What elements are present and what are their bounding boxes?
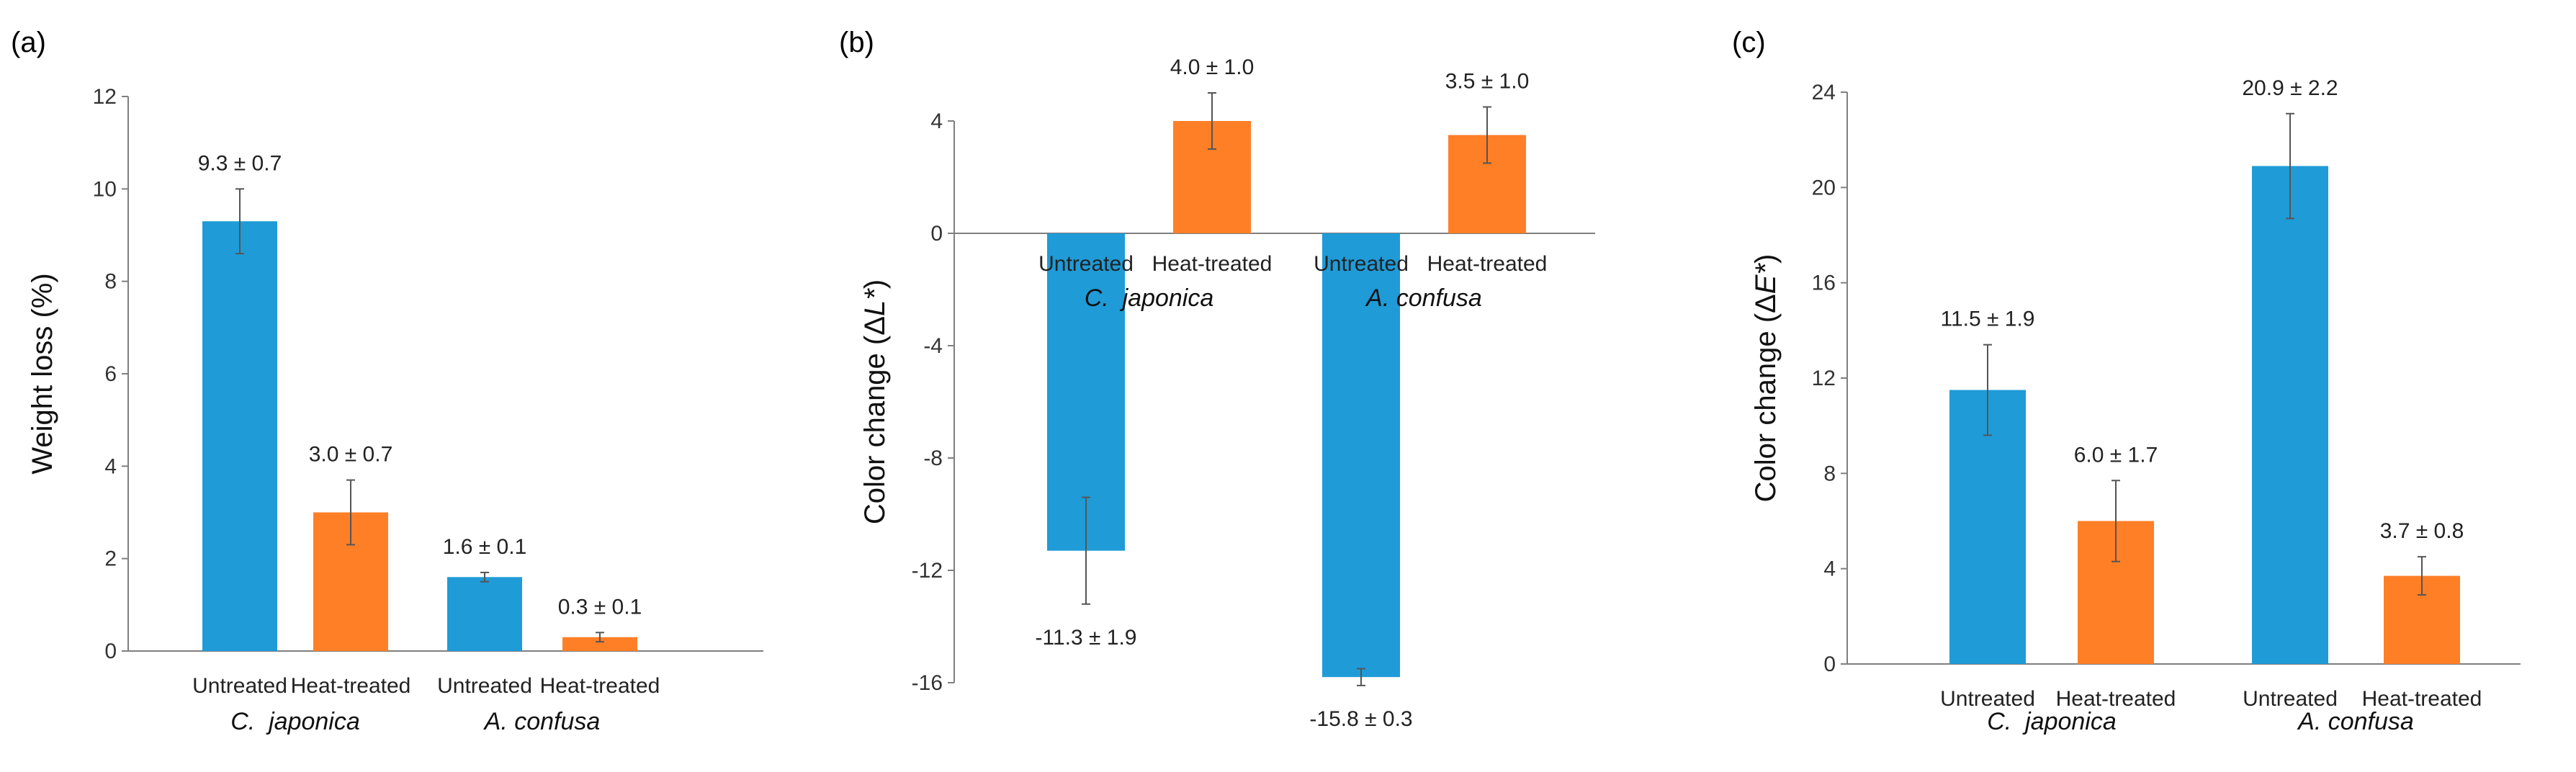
data-label: 4.0 ± 1.0	[1170, 55, 1255, 79]
x-tick-label: Untreated	[2243, 687, 2338, 711]
y-tick-label: 4	[104, 454, 117, 478]
data-label: 11.5 ± 1.9	[1940, 308, 2034, 331]
error-bar	[1983, 344, 1992, 436]
x-tick-label: Heat-treated	[2056, 687, 2176, 711]
data-label: 3.0 ± 0.7	[309, 443, 393, 467]
error-bar	[1483, 106, 1491, 164]
data-label: 3.7 ± 0.8	[2380, 519, 2464, 543]
y-tick-label: -4	[923, 334, 943, 358]
panel-b: (b) Color change (ΔL*) -16 -12 -8 -4 0 4 -11.3 ±…	[839, 27, 1595, 731]
x-tick-label: Untreated	[192, 674, 287, 698]
y-tick-label: -12	[912, 559, 943, 583]
y-tick-label: 4	[1823, 557, 1836, 581]
group-label: C. japonica	[1085, 284, 1214, 312]
group-label: A. confusa	[1365, 284, 1482, 312]
bar-heat-treated-a-confusa	[562, 637, 637, 651]
x-tick-label: Heat-treated	[291, 674, 411, 698]
y-tick-label: 2	[104, 547, 117, 571]
panel-label: (a)	[11, 27, 46, 58]
x-tick-label: Heat-treated	[1152, 252, 1273, 276]
bar-untreated-c-japonica	[202, 221, 277, 651]
y-axis-label: Weight loss (%)	[27, 273, 58, 474]
panel-label: (c)	[1732, 27, 1766, 58]
y-tick-label: 4	[930, 109, 943, 133]
y-tick-label: 8	[1823, 462, 1836, 485]
error-bar	[1357, 668, 1365, 686]
y-tick-label: -16	[912, 671, 943, 695]
x-tick-label: Untreated	[1038, 252, 1134, 276]
error-bar	[1082, 496, 1090, 605]
error-bar	[346, 479, 355, 546]
error-bar	[596, 632, 604, 643]
x-tick-label: Heat-treated	[540, 674, 660, 698]
y-tick-label: 16	[1812, 271, 1836, 295]
bar-untreated-a-confusa	[2252, 166, 2328, 664]
error-bar	[235, 188, 244, 255]
x-tick-label: Untreated	[437, 674, 532, 698]
panel-c: (c) Color change (ΔE*) 0 4 8 12 16 20 24 11.5 ± 1…	[1732, 27, 2521, 735]
data-label: 0.3 ± 0.1	[558, 595, 642, 619]
data-label: 6.0 ± 1.7	[2074, 443, 2158, 467]
group-label: C. japonica	[1987, 708, 2117, 735]
y-tick-label: 10	[93, 177, 117, 201]
data-label: 20.9 ± 2.2	[2242, 76, 2338, 100]
data-label: -11.3 ± 1.9	[1036, 626, 1137, 650]
bar-untreated-a-confusa	[1322, 233, 1400, 678]
data-label: -15.8 ± 0.3	[1309, 707, 1412, 731]
y-tick-label: 12	[93, 85, 117, 109]
y-tick-label: -8	[923, 446, 943, 470]
x-tick-label: Untreated	[1314, 252, 1409, 276]
y-axis-label: Color change (ΔE*)	[1750, 254, 1782, 503]
x-tick-label: Heat-treated	[1427, 252, 1548, 276]
y-tick-label: 20	[1812, 176, 1836, 199]
y-tick-label: 24	[1812, 81, 1836, 104]
x-tick-label: Heat-treated	[2362, 687, 2482, 711]
x-tick-label: Untreated	[1940, 687, 2035, 711]
group-label: A. confusa	[483, 708, 601, 735]
data-label: 9.3 ± 0.7	[198, 151, 282, 175]
error-bar	[2286, 112, 2294, 220]
group-label: A. confusa	[2297, 708, 2414, 735]
data-label: 1.6 ± 0.1	[443, 535, 527, 559]
error-bar	[480, 571, 489, 583]
panel-a: (a) Weight loss (%) 0 2 4 6 8 10 12 9.3 ± 0.7 Untr…	[11, 27, 763, 735]
error-bar	[1208, 92, 1216, 150]
y-tick-label: 8	[104, 270, 117, 294]
y-axis-label: Color change (ΔL*)	[859, 279, 891, 524]
y-tick-label: 0	[104, 639, 117, 663]
group-label: C. japonica	[230, 708, 360, 735]
error-bar	[2111, 480, 2120, 562]
bar-untreated-a-confusa	[447, 577, 522, 651]
data-label: 3.5 ± 1.0	[1445, 70, 1530, 94]
error-bar	[2418, 556, 2426, 596]
y-tick-label: 6	[104, 362, 117, 386]
panel-label: (b)	[839, 27, 874, 58]
y-tick-label: 0	[1823, 652, 1836, 676]
y-tick-label: 0	[930, 222, 943, 246]
y-tick-label: 12	[1812, 367, 1836, 390]
